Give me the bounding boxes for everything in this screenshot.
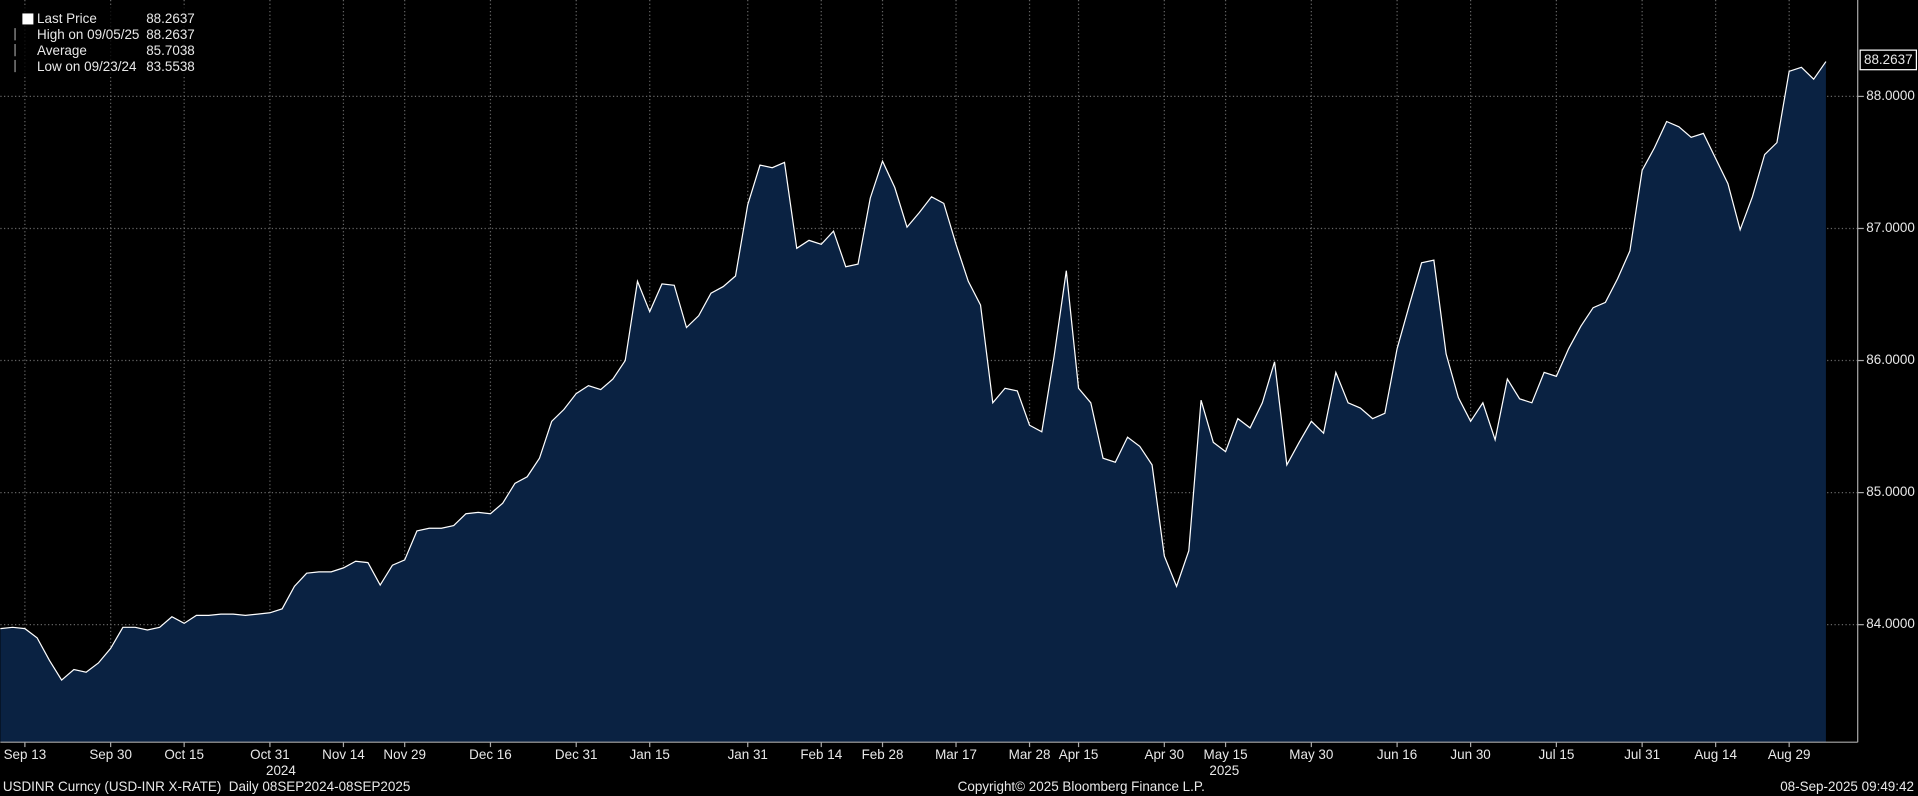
- legend-value: 88.2637: [146, 11, 195, 26]
- legend-value: 88.2637: [146, 27, 195, 42]
- last-value-box: [1859, 49, 1918, 71]
- x-tick-label: Jul 31: [1624, 747, 1660, 762]
- x-tick-label: Sep 30: [89, 747, 132, 762]
- x-tick-label: Dec 31: [555, 747, 598, 762]
- x-tick-label: Sep 13: [4, 747, 47, 762]
- x-tick-label: Apr 30: [1145, 747, 1185, 762]
- year-label: 2024: [266, 763, 296, 778]
- x-tick-label: Dec 16: [469, 747, 512, 762]
- year-label: 2025: [1209, 763, 1239, 778]
- legend-label: Average: [37, 43, 87, 58]
- x-tick-label: Jun 30: [1450, 747, 1490, 762]
- x-tick-label: May 30: [1289, 747, 1333, 762]
- y-tick-label: 86.0000: [1866, 352, 1915, 367]
- footer-right: 08-Sep-2025 09:49:42: [1780, 779, 1914, 794]
- plot: [0, 61, 1827, 743]
- x-tick-label: May 15: [1204, 747, 1248, 762]
- x-tick-label: Jan 31: [728, 747, 768, 762]
- y-tick-label: 84.0000: [1866, 616, 1915, 631]
- x-tick-label: Aug 14: [1694, 747, 1737, 762]
- x-tick-label: Jan 15: [630, 747, 670, 762]
- last-value-label: 88.2637: [1864, 52, 1913, 67]
- x-tick-label: Jul 15: [1538, 747, 1574, 762]
- legend-value: 83.5538: [146, 59, 195, 74]
- legend-label: Last Price: [37, 11, 97, 26]
- x-tick-label: Oct 31: [250, 747, 290, 762]
- x-tick-label: Oct 15: [164, 747, 204, 762]
- line: [0, 61, 1827, 682]
- y-tick-label: 88.0000: [1866, 88, 1915, 103]
- y-tick-label: 87.0000: [1866, 220, 1915, 235]
- legend-value: 85.7038: [146, 43, 195, 58]
- y-tick-label: 85.0000: [1866, 484, 1915, 499]
- x-tick-label: Nov 29: [383, 747, 426, 762]
- x-tick-label: Apr 15: [1059, 747, 1099, 762]
- x-tick-label: Aug 29: [1768, 747, 1811, 762]
- x-tick-label: Mar 28: [1009, 747, 1051, 762]
- footer-left: USDINR Curncy (USD-INR X-RATE) Daily 08S…: [3, 779, 411, 794]
- x-tick-label: Jun 16: [1377, 747, 1417, 762]
- legend-swatch: [22, 13, 34, 25]
- x-tick-label: Feb 14: [800, 747, 842, 762]
- x-tick-label: Feb 28: [862, 747, 904, 762]
- x-tick-label: Nov 14: [322, 747, 365, 762]
- footer-center: Copyright© 2025 Bloomberg Finance L.P.: [958, 779, 1205, 794]
- legend-box: [5, 7, 201, 76]
- x-tick-label: Mar 17: [935, 747, 977, 762]
- legend: High on 09/05/25 88.2637 Average 85.7038 Low…: [14, 27, 195, 74]
- legend-label: High on 09/05/25: [37, 27, 139, 42]
- legend-label: Low on 09/23/24: [37, 59, 137, 74]
- area: [0, 61, 1826, 743]
- axes: 84.0000 85.0000 86.0000 87.0000 88.0000 Sep 1…: [4, 88, 1915, 778]
